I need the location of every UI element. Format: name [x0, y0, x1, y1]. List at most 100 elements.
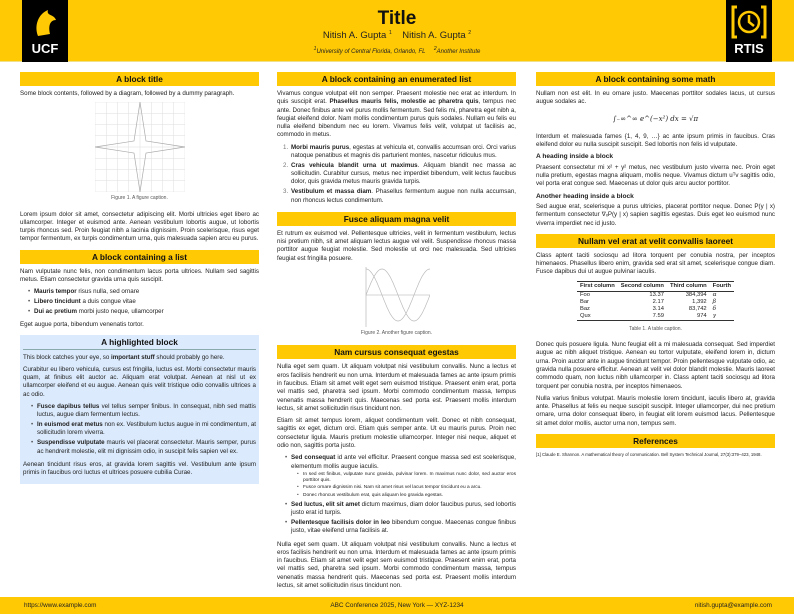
table-cell: 974: [696, 312, 707, 319]
bullet-list: Sed consequat id ante vel efficitur. Pra…: [285, 454, 516, 535]
footer-url[interactable]: https://www.example.com: [24, 602, 97, 609]
logo-text: RTIS: [734, 41, 764, 56]
affiliations: 1University of Central Florida, Orlando,…: [0, 46, 794, 55]
item-bold: Suspendisse vulputate: [37, 439, 105, 447]
item-text: dictum maximus, diam dolor faucibus puru…: [291, 500, 516, 517]
item-text: mauris vel placerat consectetur. Mauris …: [37, 439, 256, 455]
author: Nitish A. Gupta: [322, 30, 387, 42]
column-header: Third column: [666, 281, 710, 292]
item-text: . Aliquam blandit nec massa ac sollicitu…: [291, 161, 517, 186]
table-cell: 13.37: [649, 291, 664, 298]
column-header: First column: [576, 281, 618, 292]
list-item: Libero tincidunt a duis congue vitae: [28, 298, 259, 307]
list-item: 1. Morbi mauris purus, egestas at vehicul…: [283, 143, 516, 161]
star-diagram: [94, 102, 185, 193]
item-number: 3.: [283, 188, 289, 196]
item-bold: Cras vehicula blandit urna ut maximus: [291, 161, 418, 169]
footer-email[interactable]: nitish.gupta@example.com: [694, 602, 772, 609]
table-row: Bar 2.17 1,392 β: [577, 299, 734, 306]
highlighted-block: A highlighted block This block catches y…: [20, 334, 259, 485]
data-table: First column Second column Third column …: [576, 280, 735, 321]
paragraph: Nam vulputate nunc felis, non condimentu…: [20, 267, 259, 284]
affiliation: Another Institute: [436, 49, 481, 55]
table-cell: γ: [712, 312, 717, 319]
column-left: A block title Some block contents, follo…: [20, 72, 259, 485]
list-item: Sed luctus, elit sit amet dictum maximus…: [285, 501, 516, 518]
paragraph: Nullam non est elit. In eu ornare justo.…: [536, 90, 775, 106]
paragraph: Aenean tincidunt risus eros, at gravida …: [23, 460, 256, 477]
logo-text: UCF: [31, 41, 59, 56]
equation: ∫₋∞^∞ e^(−x²) dx = √π: [612, 114, 699, 123]
paragraph: Etiam sit amet tempus lorem, aliquet con…: [277, 417, 516, 450]
column-right: A block containing some math Nullam non …: [536, 72, 775, 458]
paragraph: Nulla eget sem quam. Ut aliquam volutpat…: [277, 363, 516, 412]
table-cell: Baz: [579, 305, 590, 312]
author-sup: 2: [468, 30, 472, 36]
table-caption: Table 1. A table caption.: [629, 325, 682, 332]
paragraph: Curabitur eu libero vehicula, cursus est…: [23, 365, 256, 398]
footer-conference: ABC Conference 2025, New York — XYZ-1234: [330, 602, 464, 609]
block-title: A block title: [20, 72, 259, 86]
sub-item: Donec rhoncus vestibulum erat, quis aliq…: [297, 493, 516, 499]
item-text: a duis congue vitae: [80, 298, 136, 306]
item-text: , egestas at vehicula et, convallis accu…: [291, 143, 516, 160]
item-bold: Dui ac pretium: [34, 307, 77, 315]
column-middle: A block containing an enumerated list Vi…: [277, 72, 516, 594]
subheading: A heading inside a block: [536, 153, 614, 161]
affiliation: University of Central Florida, Orlando, …: [316, 49, 426, 55]
list-item: Dui ac pretium morbi justo neque, ullamc…: [28, 307, 259, 317]
clock-icon: [731, 5, 767, 39]
item-text: id ante vel efficitur. Praesent congue m…: [291, 454, 516, 470]
paragraph: Class aptent taciti sociosqu ad litora t…: [536, 251, 775, 276]
bullet-list: Fusce dapibus tellus vel tellus semper f…: [31, 403, 256, 456]
paragraph: Praesent consectetur mi x² + y² metus, n…: [536, 163, 775, 188]
item-bold: Pellentesque facilisis dolor in leo: [291, 519, 390, 526]
paragraph: Sed augue erat, scelerisque a purus ultr…: [536, 202, 775, 227]
pegasus-icon: [36, 10, 56, 36]
enumerated-list: 1. Morbi mauris purus, egestas at vehicul…: [283, 143, 517, 205]
table-cell: 384,394: [685, 291, 707, 298]
authors: Nitish A. Gupta 1 Nitish A. Gupta 2: [0, 30, 794, 41]
table-cell: β: [712, 298, 717, 305]
block-title: A highlighted block: [23, 335, 256, 350]
list-item: Mauris tempor risus nulla, sed ornare: [28, 288, 259, 297]
paragraph: Et rutrum ex euismod vel. Pellentesque u…: [277, 229, 516, 262]
bold-text: important stuff: [111, 353, 155, 361]
sub-item: In sed est finibus, vulputate nunc gravi…: [297, 472, 516, 484]
table-cell: 1,392: [692, 298, 707, 305]
item-text: non ex. Vestibulum luctus augue in mi co…: [37, 421, 256, 437]
block-title: Fusce aliquam magna velit: [277, 211, 516, 226]
table-cell: Bar: [579, 298, 589, 305]
block-title: Nullam vel erat at velit convallis laore…: [536, 233, 775, 248]
paragraph: This block catches your eye, so importan…: [23, 354, 256, 362]
list-item: 2. Cras vehicula blandit urna ut maximus.…: [283, 161, 517, 187]
poster-footer: https://www.example.com ABC Conference 2…: [0, 597, 794, 614]
text: , tempus nec ante. Donec finibus ante ve…: [277, 98, 516, 139]
block-title: A block containing some math: [536, 72, 775, 86]
table-cell: 2.17: [652, 298, 664, 305]
table-row: Baz 3.14 83,742 δ: [577, 306, 734, 313]
list-item: In euismod erat metus non ex. Vestibulum…: [31, 421, 256, 438]
paragraph: Donec quis posuere ligula. Nunc feugiat …: [536, 341, 775, 390]
list-item: Pellentesque facilisis dolor in leo bibe…: [285, 519, 516, 536]
sub-item: Fusce ornare dignissim nisi. Nam sit ame…: [297, 485, 516, 491]
list-item: Fusce dapibus tellus vel tellus semper f…: [31, 403, 256, 420]
subheading: Another heading inside a block: [536, 192, 634, 200]
author: Nitish A. Gupta: [402, 30, 466, 42]
figure-caption: Figure 1. A figure caption.: [111, 195, 168, 202]
item-text: morbi justo neque, ullamcorper: [76, 307, 164, 315]
block-title: Nam cursus consequat egestas: [277, 345, 516, 360]
paragraph: Some block contents, followed by a diagr…: [20, 90, 235, 97]
block-title: A block containing an enumerated list: [277, 72, 516, 86]
aff-sup: 1: [313, 46, 317, 52]
poster-title: Title: [377, 8, 417, 29]
paragraph: Vivamus congue volutpat elit non semper.…: [277, 90, 516, 140]
aff-sup: 2: [433, 46, 437, 52]
item-bold: Sed luctus, elit sit amet: [291, 500, 360, 508]
table-row: Qux 7.59 974 γ: [577, 313, 734, 321]
item-text: risus nulla, sed ornare: [76, 288, 140, 296]
item-bold: Sed consequat: [291, 454, 336, 462]
rtis-logo: RTIS: [726, 0, 772, 62]
paragraph: Eget augue porta, bibendum venenatis tor…: [20, 321, 144, 329]
table-header-row: First column Second column Third column …: [576, 281, 735, 292]
